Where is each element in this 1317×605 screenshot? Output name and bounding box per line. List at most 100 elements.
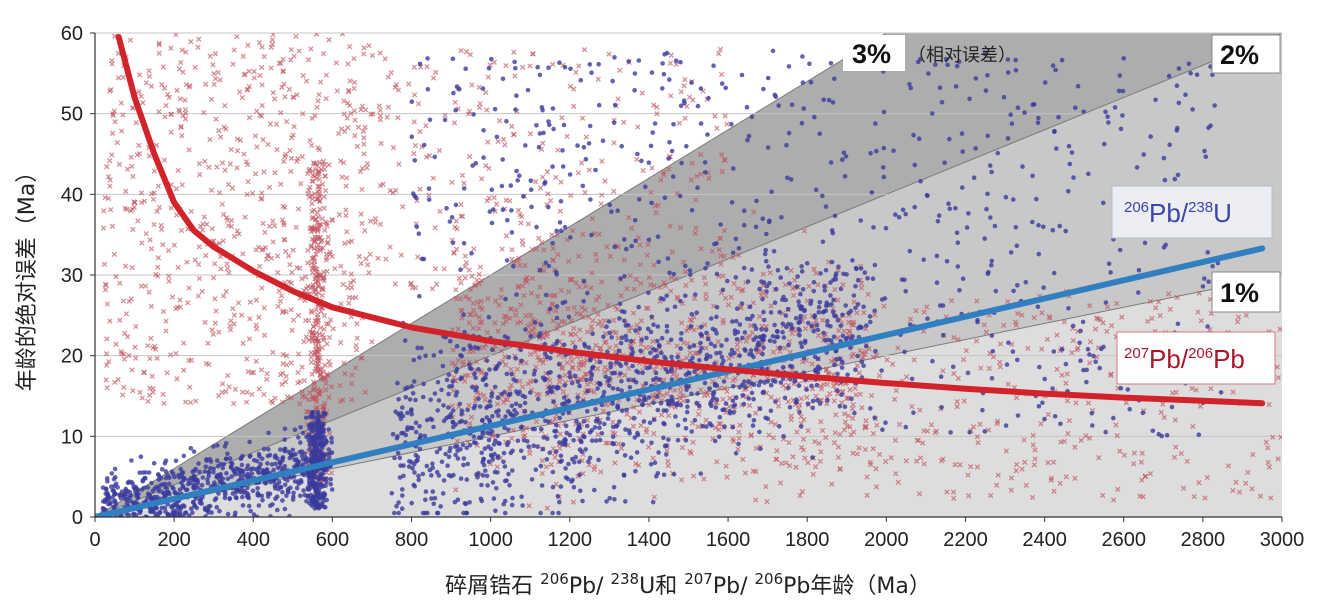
point-u-pb-1673 [650,499,656,505]
point-pb-pb-354 [174,87,180,94]
point-pb-pb-493 [240,251,246,257]
point-pb-pb-324 [352,117,358,123]
point-pb-pb-309 [240,340,246,347]
point-u-pb-1822 [510,468,515,473]
point-u-pb-2350 [500,76,506,82]
point-u-pb-1344 [796,299,801,304]
point-u-pb-592 [261,446,267,452]
point-u-pb-1167 [722,424,727,429]
point-pb-pb-99 [288,168,294,175]
point-pb-pb-1383 [495,328,501,334]
point-pb-pb-1333 [840,282,846,288]
point-u-pb-1071 [743,384,748,390]
point-u-pb-603 [103,486,109,492]
point-pb-pb-510 [350,278,357,284]
point-pb-pb-943 [316,272,322,278]
point-pb-pb-2476 [1278,434,1282,440]
point-u-pb-1644 [808,298,814,304]
point-u-pb-2270 [632,218,638,223]
point-u-pb-942 [321,476,326,482]
point-pb-pb-2131 [550,257,556,263]
point-u-pb-2006 [607,495,612,501]
point-u-pb-1710 [623,333,629,339]
point-pb-pb-1096 [618,293,624,299]
point-pb-pb-2230 [408,281,414,288]
point-pb-pb-59 [313,33,320,37]
point-pb-pb-1226 [565,306,571,312]
point-pb-pb-2192 [688,177,694,183]
point-u-pb-2062 [678,346,683,351]
point-pb-pb-2171 [654,111,660,117]
point-u-pb-2208 [500,207,506,212]
point-pb-pb-8 [156,109,162,115]
point-u-pb-1005 [665,307,670,313]
point-u-pb-1814 [512,408,517,413]
point-pb-pb-1584 [747,323,754,329]
point-pb-pb-304 [155,273,161,279]
point-pb-pb-2428 [1243,312,1249,319]
point-pb-pb-2296 [527,131,534,137]
point-pb-pb-337 [294,264,300,271]
point-pb-pb-202 [348,110,354,117]
point-u-pb-1208 [781,335,787,340]
point-u-pb-2284 [537,72,543,78]
point-u-pb-99 [206,473,211,479]
point-pb-pb-579 [105,174,112,180]
point-pb-pb-976 [321,274,327,280]
point-pb-pb-2343 [1050,459,1057,465]
point-u-pb-1156 [420,471,426,477]
point-pb-pb-204 [181,367,187,373]
point-pb-pb-843 [313,175,320,182]
point-u-pb-1435 [751,396,756,402]
point-u-pb-1524 [848,345,853,351]
point-u-pb-2165 [705,132,710,137]
point-pb-pb-2267 [388,69,394,76]
point-u-pb-1577 [585,409,590,414]
point-pb-pb-70 [195,261,202,268]
point-pb-pb-1223 [600,408,607,414]
point-u-pb-1391 [692,369,697,375]
point-pb-pb-2353 [1178,450,1184,457]
point-pb-pb-2178 [621,119,627,125]
point-u-pb-943 [314,485,320,491]
point-u-pb-958 [310,480,316,485]
point-pb-pb-696 [282,154,288,160]
point-pb-pb-157 [187,399,194,406]
point-pb-pb-2459 [960,356,967,363]
point-u-pb-2328 [670,174,676,179]
point-u-pb-1692 [585,290,590,296]
point-u-pb-1765 [419,345,424,351]
point-u-pb-2275 [784,266,790,271]
point-u-pb-210 [220,465,225,471]
point-u-pb-1913 [515,391,521,397]
point-u-pb-1415 [538,510,543,516]
point-u-pb-1570 [457,401,463,407]
point-pb-pb-445 [161,85,168,91]
point-pb-pb-328 [326,358,332,365]
point-pb-pb-2212 [406,81,412,87]
point-u-pb-2003 [546,370,551,376]
point-pb-pb-1621 [535,354,541,360]
point-u-pb-1165 [772,300,778,306]
point-u-pb-953 [307,501,312,506]
point-pb-pb-1451 [731,280,737,287]
point-u-pb-2050 [489,429,495,434]
point-pb-pb-1676 [570,499,577,505]
point-u-pb-1804 [471,434,477,439]
point-pb-pb-2393 [1054,332,1060,338]
point-pb-pb-1663 [852,385,858,391]
point-u-pb-1348 [710,391,716,397]
point-pb-pb-110 [146,68,152,74]
point-pb-pb-1642 [494,401,501,407]
point-u-pb-1962 [767,338,773,344]
point-pb-pb-872 [303,408,310,415]
point-u-pb-1135 [538,322,544,328]
point-pb-pb-559 [143,80,149,86]
point-u-pb-1982 [618,276,623,281]
point-pb-pb-302 [359,165,366,172]
point-pb-pb-286 [173,306,179,312]
point-pb-pb-1547 [740,456,746,463]
point-pb-pb-2128 [682,76,688,83]
point-u-pb-1335 [675,438,681,443]
point-pb-pb-1793 [500,321,506,327]
